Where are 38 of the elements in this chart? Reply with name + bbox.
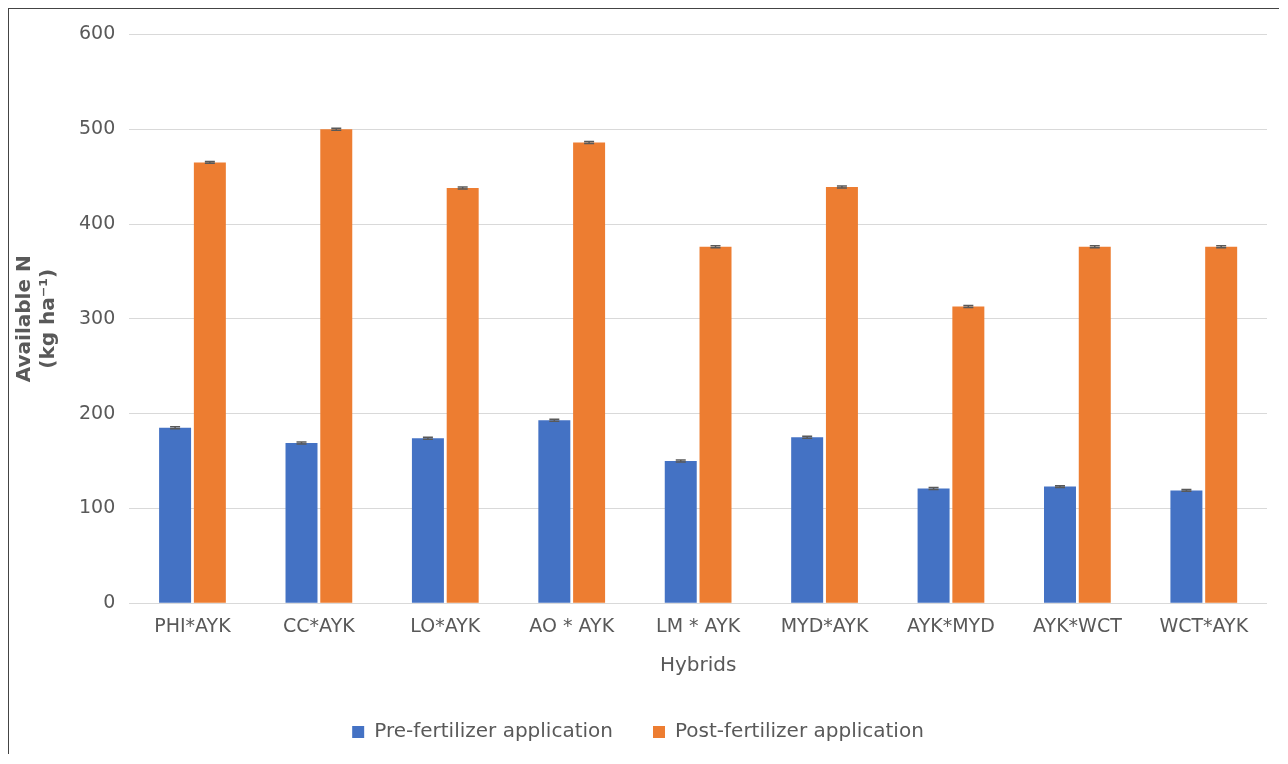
- x-tick-label: MYD*AYK: [780, 613, 869, 636]
- x-tick-label: AYK*WCT: [1033, 613, 1123, 636]
- bar: [1205, 246, 1238, 603]
- legend-label: Post-fertilizer application: [674, 718, 924, 743]
- bar: [917, 488, 950, 603]
- y-tick-label: 100: [79, 495, 116, 518]
- bar: [573, 142, 606, 603]
- bar: [1170, 490, 1203, 603]
- bar: [159, 427, 192, 603]
- x-tick-label: LO*AYK: [410, 613, 481, 636]
- x-tick-label: AYK*MYD: [907, 613, 995, 636]
- bar: [193, 162, 226, 603]
- bar: [1044, 486, 1076, 603]
- x-tick-label: PHI*AYK: [154, 613, 232, 636]
- bar: [791, 437, 824, 603]
- y-tick-label: 400: [79, 210, 116, 233]
- y-tick-label: 200: [79, 400, 116, 423]
- y-tick-label: 500: [79, 116, 116, 139]
- x-tick-label: AO * AYK: [529, 613, 615, 636]
- bar: [446, 187, 479, 603]
- bar: [320, 129, 353, 603]
- x-tick-label: WCT*AYK: [1159, 613, 1249, 636]
- y-tick-label: 600: [79, 21, 116, 44]
- x-tick-label: LM * AYK: [656, 613, 741, 636]
- bar: [285, 442, 318, 603]
- bar: [952, 306, 985, 603]
- y-tick-label: 0: [103, 590, 116, 613]
- bar: [699, 246, 732, 603]
- y-axis-title: Available N (kg ha⁻¹): [11, 255, 60, 383]
- bar: [1078, 246, 1111, 603]
- bar: [411, 438, 444, 603]
- legend-label: Pre-fertilizer application: [374, 718, 613, 743]
- bar: [538, 420, 571, 603]
- x-tick-label: CC*AYK: [283, 613, 356, 636]
- bar: [664, 461, 697, 603]
- x-axis-title: Hybrids: [659, 652, 737, 677]
- y-tick-label: 300: [79, 305, 116, 328]
- bar: [825, 187, 858, 603]
